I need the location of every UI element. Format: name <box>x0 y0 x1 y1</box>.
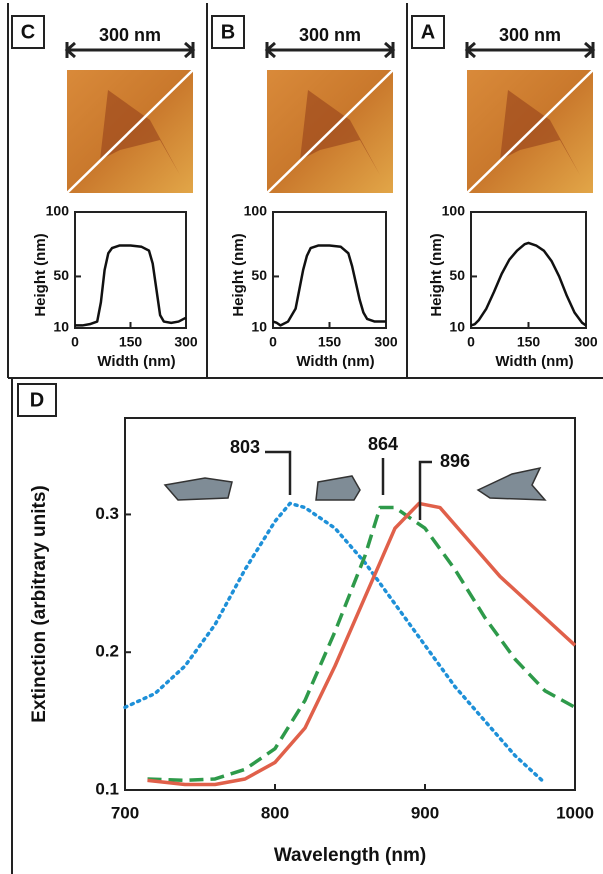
y-tick-label: 100 <box>46 203 70 219</box>
y-axis-label: Height (nm) <box>428 233 445 316</box>
scale-bar-label: 300 nm <box>499 25 561 45</box>
afm-cut-line <box>66 69 194 194</box>
particle-icon <box>315 475 361 501</box>
y-axis-label: Height (nm) <box>230 233 247 316</box>
afm-particle <box>500 90 580 175</box>
data-line <box>75 244 187 327</box>
panel-label-box <box>411 15 445 49</box>
y-axis-label: Height (nm) <box>32 233 49 316</box>
x-axis-label: Wavelength (nm) <box>274 845 426 866</box>
x-tick-label: 0 <box>71 334 79 350</box>
y-tick-label: 50 <box>449 267 465 283</box>
plot-frame <box>470 211 587 329</box>
scale-bar-arrows <box>64 41 196 59</box>
data-line <box>123 501 547 785</box>
y-tick-label: 50 <box>251 267 267 283</box>
peak-label: 803 <box>230 437 260 457</box>
scale-bar-arrows <box>264 41 396 59</box>
x-axis-label: Width (nm) <box>495 353 573 370</box>
x-tick-label: 0 <box>269 334 277 350</box>
y-axis-label: Extinction (arbitrary units) <box>29 485 50 723</box>
afm-particle <box>100 90 180 175</box>
x-tick-label: 1000 <box>556 803 594 822</box>
particle-icon <box>476 466 547 501</box>
peak-label: 864 <box>368 434 398 454</box>
x-tick-label: 300 <box>574 334 598 350</box>
afm-cut-line <box>466 69 594 194</box>
y-tick-label: 50 <box>53 267 69 283</box>
x-tick-label: 300 <box>374 334 398 350</box>
x-axis-label: Width (nm) <box>296 353 374 370</box>
panel-label: B <box>221 21 235 43</box>
y-tick-label: 0.3 <box>95 504 119 523</box>
peak-label: 896 <box>440 451 470 471</box>
peak-leader <box>265 450 432 520</box>
panel-label-box <box>211 15 245 49</box>
panel-label: D <box>30 389 44 411</box>
y-tick-label: 10 <box>53 319 69 335</box>
x-tick-label: 0 <box>467 334 475 350</box>
scale-bar-label: 300 nm <box>99 25 161 45</box>
afm-particle <box>300 90 380 175</box>
panel-label-box <box>11 15 45 49</box>
y-tick-label: 10 <box>449 319 465 335</box>
x-tick-label: 150 <box>517 334 541 350</box>
x-axis-label: Width (nm) <box>97 353 175 370</box>
scale-bar-arrows <box>464 41 596 59</box>
panel-label: C <box>21 21 35 43</box>
panel-label: A <box>421 21 435 43</box>
data-line <box>470 241 587 327</box>
y-tick-label: 0.2 <box>95 642 119 661</box>
x-tick-label: 150 <box>119 334 143 350</box>
plot-frame <box>124 417 576 791</box>
scale-bar-label: 300 nm <box>299 25 361 45</box>
data-line <box>147 505 576 783</box>
data-line <box>147 501 577 787</box>
frames <box>7 3 603 874</box>
plot-frame <box>272 211 387 329</box>
y-tick-label: 0.1 <box>95 779 119 798</box>
x-tick-label: 800 <box>261 803 289 822</box>
particle-icon <box>163 477 233 501</box>
x-tick-label: 150 <box>318 334 342 350</box>
y-tick-label: 100 <box>244 203 268 219</box>
y-tick-label: 100 <box>442 203 466 219</box>
data-line <box>272 244 386 327</box>
y-tick-label: 10 <box>251 319 267 335</box>
plot-frame <box>74 211 187 329</box>
panel-label-box <box>17 383 57 417</box>
x-tick-label: 300 <box>174 334 198 350</box>
x-tick-label: 900 <box>411 803 439 822</box>
x-tick-label: 700 <box>111 803 139 822</box>
afm-cut-line <box>266 69 394 194</box>
